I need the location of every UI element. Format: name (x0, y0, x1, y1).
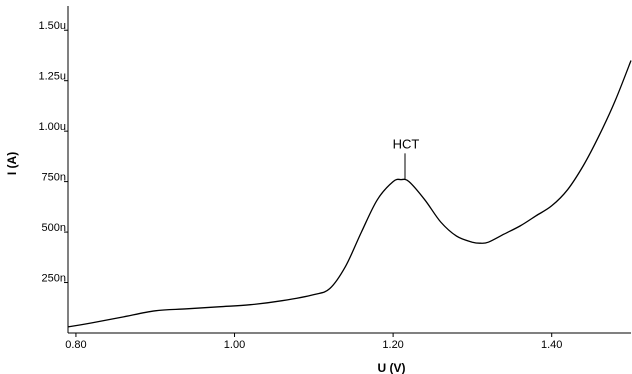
series-line (67, 60, 632, 328)
y-tick-label: 250n (42, 273, 66, 285)
x-tick-label: 0.80 (65, 339, 86, 351)
plot-frame (67, 6, 631, 334)
annotation-layer: HCT (393, 136, 420, 180)
y-axis-title: I (A) (5, 152, 19, 175)
annotation-label: HCT (393, 136, 420, 151)
x-tick-label: 1.20 (382, 339, 403, 351)
x-axis-title: U (V) (378, 361, 406, 374)
y-tick-label: 1.50u (38, 20, 66, 32)
x-tick-label: 1.00 (224, 339, 245, 351)
x-tick-label: 1.40 (541, 339, 562, 351)
series-layer (67, 60, 632, 328)
y-tick-label: 750n (42, 172, 66, 184)
y-tick-label: 1.25u (38, 71, 66, 83)
x-axis-ticks: 0.80 1.00 1.20 1.40 (65, 333, 562, 351)
y-tick-label: 1.00u (38, 121, 66, 133)
y-tick-label: 500n (42, 222, 66, 234)
y-axis-ticks: 250n 500n 750n 1.00u 1.25u 1.50u (38, 20, 68, 285)
